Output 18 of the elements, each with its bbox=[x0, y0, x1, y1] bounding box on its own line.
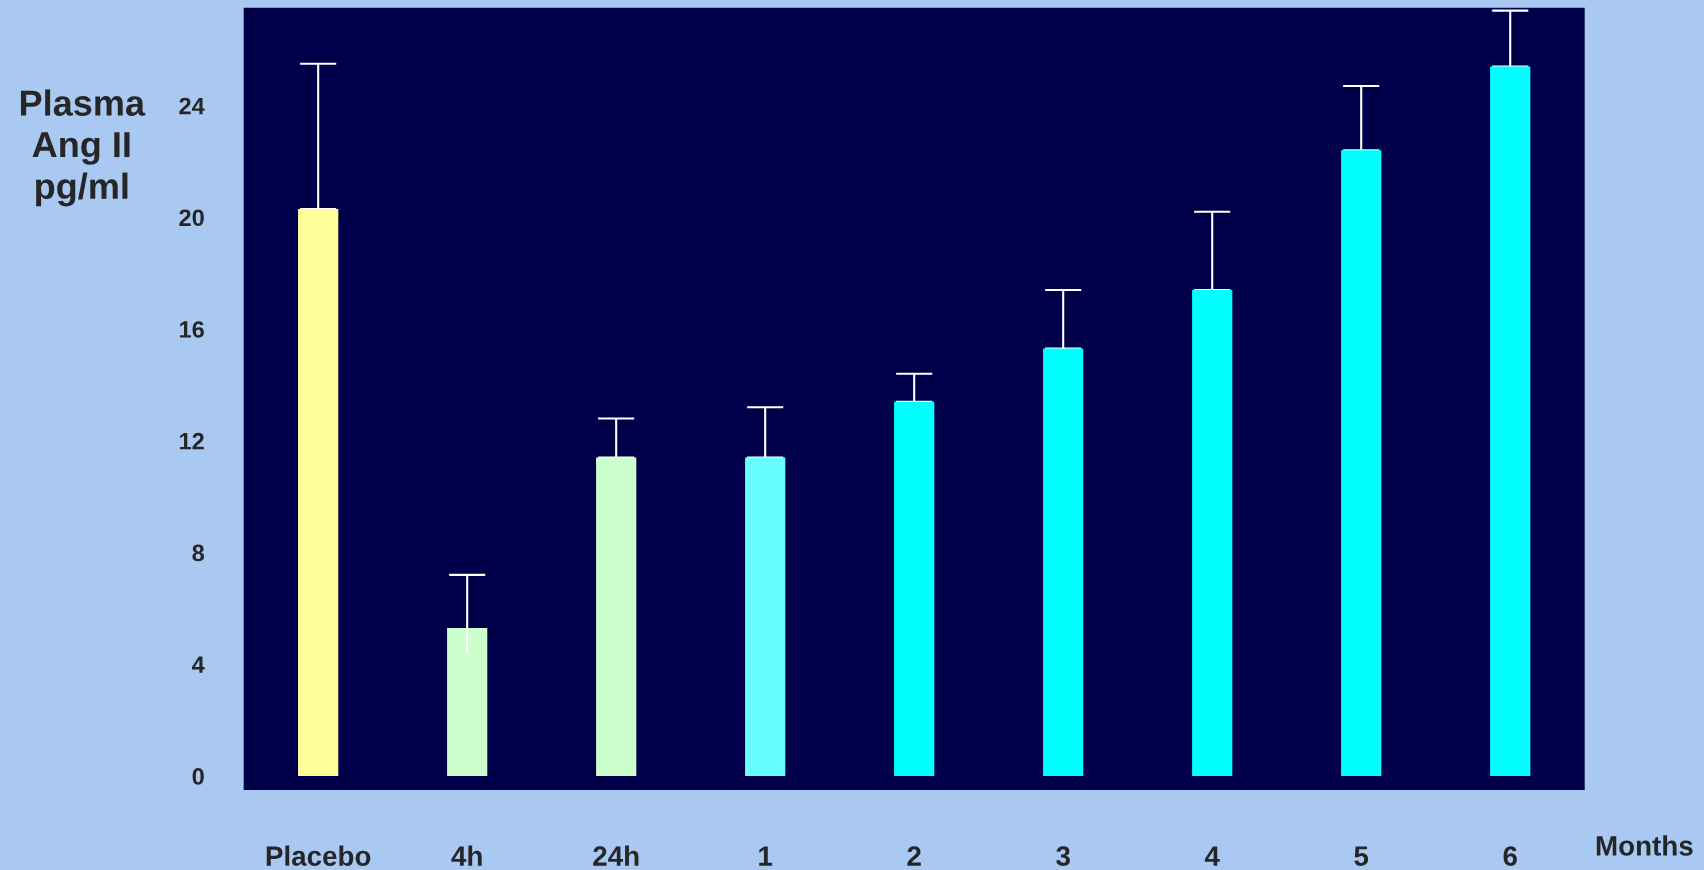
y-tick-label: 24 bbox=[179, 97, 205, 115]
x-tick-label: 4 bbox=[1204, 846, 1220, 866]
x-tick-label: 6 bbox=[1503, 846, 1517, 866]
x-tick-label: 4h bbox=[451, 845, 482, 866]
x-tick-label: 3 bbox=[1056, 846, 1070, 866]
y-tick-label: 16 bbox=[180, 321, 204, 338]
y-axis-title: Plasma Ang II pg/ml bbox=[20, 89, 146, 207]
x-tick-label: 5 bbox=[1354, 846, 1369, 866]
y-tick-label: 8 bbox=[192, 544, 205, 562]
y-tick-label: 12 bbox=[180, 432, 204, 450]
x-axis-title: Months bbox=[1596, 835, 1693, 856]
y-tick-label: 20 bbox=[179, 209, 204, 227]
x-tick-label: Placebo bbox=[266, 845, 371, 866]
x-tick-label: 2 bbox=[907, 846, 921, 866]
y-tick-label: 4 bbox=[192, 656, 205, 673]
x-tick-label: 1 bbox=[759, 846, 773, 866]
y-tick-label: 0 bbox=[192, 768, 204, 785]
x-tick-label: 24h bbox=[593, 845, 639, 866]
